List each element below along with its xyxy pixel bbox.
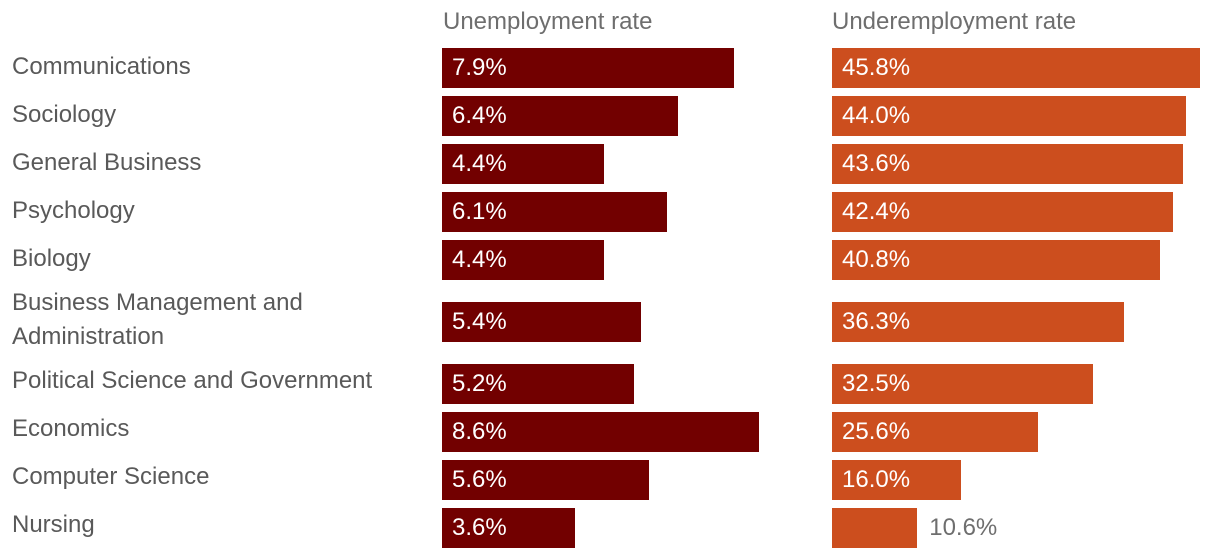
bar <box>832 364 1094 404</box>
bar <box>442 144 605 184</box>
data-label: 36.3% <box>842 308 911 335</box>
bar <box>442 508 575 548</box>
bar <box>832 240 1160 280</box>
bar <box>832 302 1124 342</box>
data-label: 5.6% <box>452 466 507 493</box>
data-label: 25.6% <box>842 418 911 445</box>
bar <box>832 412 1038 452</box>
data-label: 42.4% <box>842 198 911 225</box>
bar <box>442 364 634 404</box>
bar <box>442 460 649 500</box>
data-label: 8.6% <box>452 418 507 445</box>
data-label: 32.5% <box>842 370 911 397</box>
bar <box>442 48 734 88</box>
bar <box>832 144 1183 184</box>
data-label: 6.1% <box>452 198 507 225</box>
data-label: 5.2% <box>452 370 507 397</box>
bar <box>832 508 918 548</box>
bar <box>442 240 605 280</box>
data-label: 16.0% <box>842 466 911 493</box>
data-label: 4.4% <box>452 150 507 177</box>
category-label: Sociology <box>12 101 117 128</box>
category-label: Psychology <box>12 197 135 224</box>
data-label: 10.6% <box>929 514 998 541</box>
data-label: 5.4% <box>452 308 507 335</box>
category-label: Biology <box>12 245 91 272</box>
bar <box>832 96 1186 136</box>
category-label: Nursing <box>12 511 95 538</box>
data-label: 4.4% <box>452 246 507 273</box>
bar <box>832 192 1173 232</box>
category-label: Political Science and Government <box>12 367 373 394</box>
data-label: 44.0% <box>842 102 911 129</box>
data-label: 6.4% <box>452 102 507 129</box>
bar <box>832 48 1201 88</box>
bar <box>442 192 668 232</box>
data-label: 43.6% <box>842 150 911 177</box>
category-label: Business Management and Administration <box>12 289 303 350</box>
category-label: Economics <box>12 415 130 442</box>
bar <box>832 460 961 500</box>
bar <box>442 412 760 452</box>
bar <box>442 96 679 136</box>
bar <box>442 302 642 342</box>
category-label: Computer Science <box>12 463 210 490</box>
category-label: Communications <box>12 53 191 80</box>
data-label: 3.6% <box>452 514 507 541</box>
series-header: Underemployment rate <box>832 8 1077 35</box>
data-label: 40.8% <box>842 246 911 273</box>
data-label: 7.9% <box>452 54 507 81</box>
series-header: Unemployment rate <box>443 8 653 35</box>
category-label: General Business <box>12 149 202 176</box>
data-label: 45.8% <box>842 54 911 81</box>
